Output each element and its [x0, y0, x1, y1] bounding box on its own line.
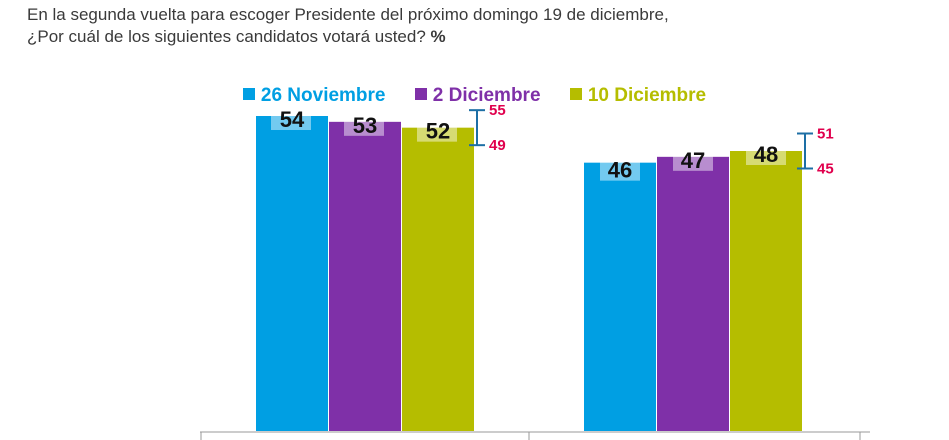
legend-swatch-26-noviembre [242, 88, 255, 100]
legend-item-2-diciembre: 2 Diciembre [414, 85, 541, 107]
bar-label-box-2-diciembre-group-2 [673, 150, 713, 171]
error-low-label-group-1: 49 [489, 137, 506, 154]
bar-value-label-2-diciembre-group-1: 53 [353, 113, 377, 138]
legend-label-10-diciembre: 10 Diciembre [587, 85, 707, 106]
unit-label: % [430, 27, 446, 46]
legend-label-2-diciembre: 2 Diciembre [432, 85, 541, 106]
bar-value-label-10-diciembre-group-1: 52 [426, 119, 450, 144]
legend-item-26-noviembre: 26 Noviembre [242, 85, 386, 107]
bar-label-box-26-noviembre-group-1 [271, 110, 311, 130]
bar-26-noviembre-group-1 [256, 116, 328, 431]
legend-swatch-10-diciembre [569, 88, 582, 100]
bar-2-diciembre-group-2 [657, 156, 729, 432]
bar-10-diciembre-group-1 [402, 127, 474, 432]
error-high-label-group-2: 51 [817, 126, 834, 143]
bar-10-diciembre-group-2 [730, 151, 802, 431]
legend-swatch-2-diciembre [414, 88, 427, 100]
bar-value-label-10-diciembre-group-2: 48 [754, 142, 778, 167]
legend-label-26-noviembre: 26 Noviembre [260, 85, 386, 106]
bar-value-label-2-diciembre-group-2: 47 [681, 148, 705, 173]
bar-value-label-26-noviembre-group-2: 46 [608, 158, 632, 183]
bar-label-box-10-diciembre-group-2 [746, 145, 786, 165]
legend-item-10-diciembre: 10 Diciembre [569, 85, 707, 107]
error-high-label-group-1: 55 [489, 102, 506, 119]
chart-legend: 26 Noviembre 2 Diciembre 10 Diciembre [0, 85, 949, 107]
error-low-label-group-2: 45 [817, 161, 834, 178]
question-text: En la segunda vuelta para escoger Presid… [27, 4, 669, 48]
bar-value-label-26-noviembre-group-1: 54 [280, 107, 305, 132]
bar-label-box-2-diciembre-group-1 [344, 115, 384, 136]
bar-2-diciembre-group-1 [329, 121, 401, 431]
question-line-1: En la segunda vuelta para escoger Presid… [27, 5, 669, 24]
bar-label-box-10-diciembre-group-1 [417, 121, 457, 142]
bar-26-noviembre-group-2 [584, 162, 656, 431]
bar-label-box-26-noviembre-group-2 [600, 160, 640, 181]
question-line-2: ¿Por cuál de los siguientes candidatos v… [27, 27, 426, 46]
